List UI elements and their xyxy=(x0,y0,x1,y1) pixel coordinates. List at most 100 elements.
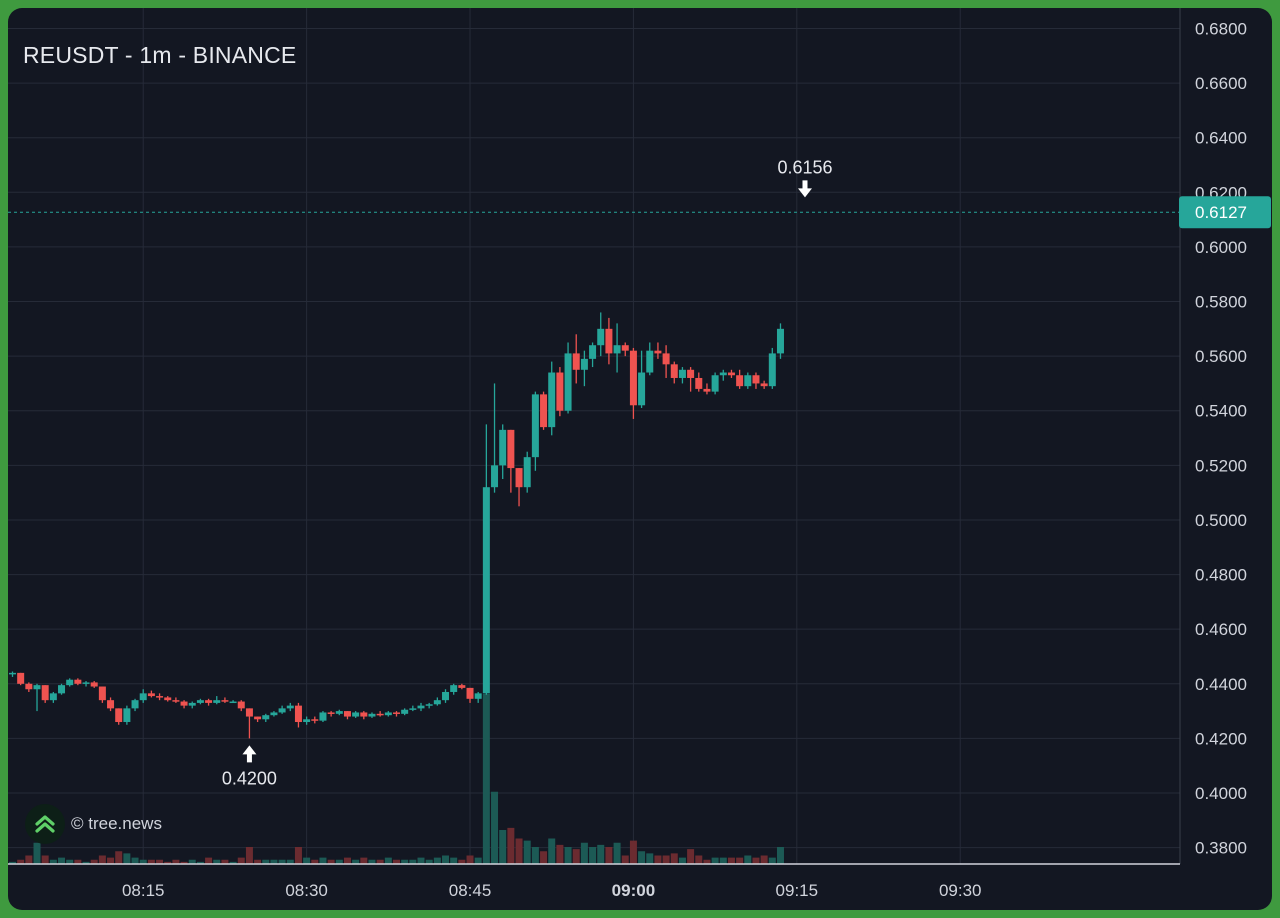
volume-bar xyxy=(556,844,564,864)
volume-bar xyxy=(548,838,556,864)
volume-bar xyxy=(17,859,25,864)
candle-body xyxy=(727,372,735,376)
x-tick-label: 09:00 xyxy=(612,881,655,900)
candle-body xyxy=(540,394,548,428)
candle-body xyxy=(49,693,57,701)
volume-bar xyxy=(621,855,629,864)
candle-body xyxy=(548,372,556,428)
candle-body xyxy=(172,700,180,702)
candle-body xyxy=(213,700,221,703)
candle-body xyxy=(98,686,106,701)
volume-bar xyxy=(466,855,474,864)
candle-body xyxy=(613,345,621,354)
y-tick-label: 0.4600 xyxy=(1195,620,1247,639)
candle-body xyxy=(531,394,539,458)
y-tick-label: 0.4800 xyxy=(1195,566,1247,585)
candle-body xyxy=(25,683,33,690)
candle-body xyxy=(58,685,66,694)
chart-frame: 0.6800 0.6600 0.6400 0.6200 0.6000 0.5800 0.56… xyxy=(8,8,1272,910)
high-price-label: 0.6156 xyxy=(777,157,832,177)
volume-bar xyxy=(499,830,507,864)
candle-body xyxy=(703,388,711,392)
x-tick-label: 09:15 xyxy=(776,881,819,900)
y-tick-label: 0.5800 xyxy=(1195,293,1247,312)
watermark: © tree.news xyxy=(25,804,162,844)
volume-bar xyxy=(540,851,548,864)
volume-bar xyxy=(147,859,155,864)
candle-body xyxy=(736,375,744,387)
candle-body xyxy=(270,712,278,716)
candle-body xyxy=(360,712,368,717)
volume-bar xyxy=(417,857,425,864)
volume-bar xyxy=(491,791,499,864)
volume-bar xyxy=(360,857,368,864)
candle-body xyxy=(147,693,155,697)
candle-body xyxy=(115,708,123,723)
volume-bar xyxy=(278,859,286,864)
x-tick-label: 08:15 xyxy=(122,881,165,900)
volume-bar xyxy=(327,859,335,864)
volume-bar xyxy=(458,859,466,864)
low-price-label: 0.4200 xyxy=(222,768,277,788)
volume-bar xyxy=(368,859,376,864)
candlestick-chart: 0.68000.66000.64000.62000.60000.58000.56… xyxy=(8,8,1271,900)
candle-body xyxy=(392,712,400,714)
y-tick-label: 0.4400 xyxy=(1195,675,1247,694)
candle-body xyxy=(335,711,343,714)
candle-body xyxy=(744,375,752,387)
volume-bar xyxy=(678,857,686,864)
volume-bar xyxy=(123,853,131,864)
volume-bar xyxy=(776,847,784,864)
volume-bar xyxy=(343,857,351,864)
candle-body xyxy=(66,679,74,686)
volume-bar xyxy=(319,857,327,864)
volume-bar xyxy=(768,857,776,864)
candle-body xyxy=(123,708,131,723)
candle-body xyxy=(442,691,450,701)
volume-bar xyxy=(229,861,237,864)
volume-bar xyxy=(515,838,523,864)
volume-bar xyxy=(695,855,703,864)
volume-bar xyxy=(107,857,115,864)
candle-body xyxy=(409,708,417,710)
volume-bar xyxy=(507,827,515,864)
candle-body xyxy=(760,383,768,387)
volume-bar xyxy=(572,849,580,864)
candle-body xyxy=(311,719,319,721)
candle-body xyxy=(327,712,335,714)
candle-body xyxy=(752,375,760,384)
candle-body xyxy=(294,705,302,723)
candle-body xyxy=(580,358,588,370)
volume-bar xyxy=(442,855,450,864)
candle-body xyxy=(711,375,719,392)
candle-body xyxy=(343,711,351,717)
candle-body xyxy=(491,465,499,488)
candle-body xyxy=(719,372,727,376)
candle-body xyxy=(572,353,580,370)
y-tick-label: 0.4200 xyxy=(1195,729,1247,748)
candle-body xyxy=(17,672,25,684)
volume-bar xyxy=(531,847,539,864)
volume-bar xyxy=(90,859,98,864)
volume-bar xyxy=(254,859,262,864)
candle-body xyxy=(605,328,613,354)
volume-bar xyxy=(286,859,294,864)
candle-body xyxy=(74,679,82,684)
candle-body xyxy=(499,429,507,466)
volume-bar xyxy=(711,857,719,864)
volume-bar xyxy=(172,859,180,864)
candle-body xyxy=(425,704,433,706)
volume-bar xyxy=(58,857,66,864)
candle-body xyxy=(352,712,360,717)
candle-body xyxy=(180,701,188,706)
volume-bar xyxy=(376,859,384,864)
candle-body xyxy=(131,700,139,709)
chart-title: REUSDT - 1m - BINANCE xyxy=(23,42,297,68)
candle-body xyxy=(417,705,425,709)
volume-bar xyxy=(245,847,253,864)
candle-body xyxy=(376,713,384,716)
volume-bar xyxy=(752,857,760,864)
candle-body xyxy=(82,682,90,684)
candle-body xyxy=(695,377,703,389)
volume-bar xyxy=(221,859,229,864)
